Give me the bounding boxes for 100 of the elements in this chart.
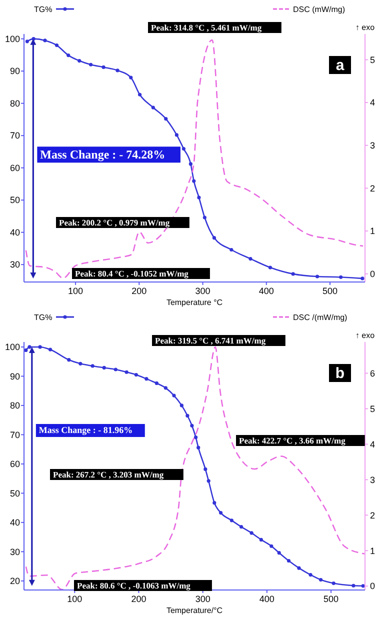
y-tick-label: 70 xyxy=(10,130,20,141)
point xyxy=(352,584,356,588)
x-tick-label: 300 xyxy=(195,286,210,296)
y2-tick-label: 2 xyxy=(370,183,376,194)
text: TG% xyxy=(34,313,52,322)
legend-label: DSC (mW/mg) xyxy=(293,5,346,14)
annotation: Peak: 200.2 °C , 0.979 mW/mg xyxy=(59,218,170,228)
point xyxy=(188,162,192,166)
x-axis-title: Temperature/°C xyxy=(166,606,223,615)
point xyxy=(144,377,148,381)
point xyxy=(182,147,186,151)
point xyxy=(25,40,29,44)
point xyxy=(164,117,168,121)
y2-tick-label: 5 xyxy=(370,404,376,414)
point xyxy=(67,358,71,362)
text: ↑ exo xyxy=(355,23,376,32)
annotation: a xyxy=(336,57,345,74)
point xyxy=(134,372,138,377)
y2-tick-label: 6 xyxy=(370,368,376,378)
point xyxy=(43,38,47,42)
y-tick-label: 100 xyxy=(4,34,20,44)
y2-tick-label: 1 xyxy=(370,546,376,556)
point xyxy=(194,436,198,440)
y2-tick-label: 0 xyxy=(370,269,376,280)
y-tick-label: 80 xyxy=(10,400,20,411)
point xyxy=(206,479,210,483)
y2-tick-label: 3 xyxy=(370,474,376,485)
annotation: Peak: 80.6 °C , -0.1063 mW/mg xyxy=(77,580,192,590)
x-tick-label: 300 xyxy=(195,594,210,604)
point xyxy=(174,133,178,137)
point xyxy=(291,272,295,276)
point xyxy=(114,368,118,372)
point xyxy=(259,538,263,542)
text: TG% xyxy=(34,5,52,14)
point xyxy=(164,386,168,390)
y2-tick-label: 1 xyxy=(370,226,376,236)
y-tick-label: 40 xyxy=(10,227,20,238)
point xyxy=(38,345,42,349)
y2-tick-label: 4 xyxy=(370,439,376,450)
point xyxy=(28,345,32,349)
y-tick-label: 60 xyxy=(10,162,20,173)
y-tick-label: 100 xyxy=(4,342,20,352)
point xyxy=(268,266,272,270)
point xyxy=(318,578,323,582)
x-tick-label: 200 xyxy=(131,594,146,604)
annotation: Peak: 319.5 °C , 6.741 mW/mg xyxy=(155,336,266,346)
y-tick-label: 90 xyxy=(10,66,20,76)
x-tick-label: 200 xyxy=(132,286,147,296)
x-tick-label: 400 xyxy=(258,286,274,296)
point xyxy=(154,381,158,386)
y2-tick-label: 5 xyxy=(370,54,376,65)
point xyxy=(180,404,184,408)
point xyxy=(78,58,82,63)
point xyxy=(297,566,301,570)
y-tick-label: 20 xyxy=(10,576,20,586)
y2-tick-label: 0 xyxy=(370,581,376,592)
x-axis-title: Temperature °C xyxy=(166,298,223,307)
y-tick-label: 80 xyxy=(10,98,20,108)
point xyxy=(239,525,244,529)
point xyxy=(24,348,28,352)
point xyxy=(212,236,216,240)
x-tick-label: 500 xyxy=(324,594,339,604)
point xyxy=(196,446,200,450)
x-tick-label: 400 xyxy=(259,594,274,604)
legend-label: DSC /(mW/mg) xyxy=(293,313,348,322)
point xyxy=(361,584,365,588)
point xyxy=(48,348,52,352)
annotation: b xyxy=(335,365,345,382)
point xyxy=(202,216,206,220)
point xyxy=(124,370,128,374)
point xyxy=(250,531,254,535)
y-tick-label: 50 xyxy=(10,195,20,206)
point xyxy=(339,275,343,279)
point xyxy=(116,68,120,72)
point xyxy=(204,467,208,472)
text: Peak: 314.8 °C , 5.461 mW/mg xyxy=(151,22,262,32)
y2-tick-label: 2 xyxy=(370,510,376,520)
point xyxy=(360,276,364,280)
point xyxy=(138,92,142,96)
point xyxy=(332,581,336,586)
y-tick-label: 90 xyxy=(10,371,20,382)
point xyxy=(308,572,312,577)
point xyxy=(102,366,106,370)
y2-tick-label: 4 xyxy=(370,98,376,108)
point xyxy=(78,362,82,366)
point xyxy=(129,76,133,80)
point xyxy=(212,501,216,505)
y-tick-label: 50 xyxy=(10,488,20,498)
point xyxy=(102,65,106,70)
point xyxy=(90,364,94,368)
point xyxy=(186,414,190,418)
point xyxy=(230,248,234,252)
point xyxy=(270,544,274,548)
x-tick-label: 100 xyxy=(67,594,82,604)
point xyxy=(89,62,93,66)
annotation: Peak: 267.2 °C , 3.203 mW/mg xyxy=(53,470,164,480)
y-tick-label: 30 xyxy=(10,260,20,270)
annotation: Peak: 80.4 °C , -0.1052 mW/mg xyxy=(75,268,190,278)
annotation: Mass Change : - 81.96% xyxy=(38,424,133,435)
annotation: Mass Change : - 74.28% xyxy=(40,148,166,162)
